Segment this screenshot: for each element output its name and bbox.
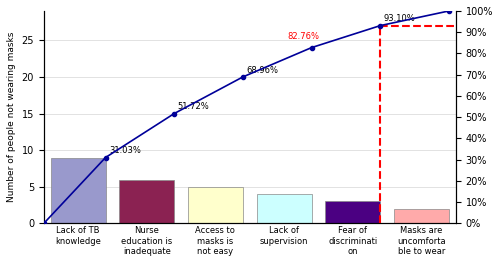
Bar bbox=[120, 180, 174, 224]
Bar bbox=[326, 201, 380, 224]
Text: 82.76%: 82.76% bbox=[288, 32, 320, 41]
Y-axis label: Number of people not wearing masks: Number of people not wearing masks bbox=[7, 32, 16, 203]
Text: 93.10%: 93.10% bbox=[384, 14, 416, 23]
Text: 68.96%: 68.96% bbox=[246, 66, 278, 75]
Bar bbox=[256, 194, 312, 224]
Bar bbox=[188, 187, 243, 224]
Text: 31.03%: 31.03% bbox=[109, 146, 141, 155]
Text: 51.72%: 51.72% bbox=[178, 102, 210, 111]
Bar bbox=[50, 158, 106, 224]
Bar bbox=[394, 209, 449, 224]
